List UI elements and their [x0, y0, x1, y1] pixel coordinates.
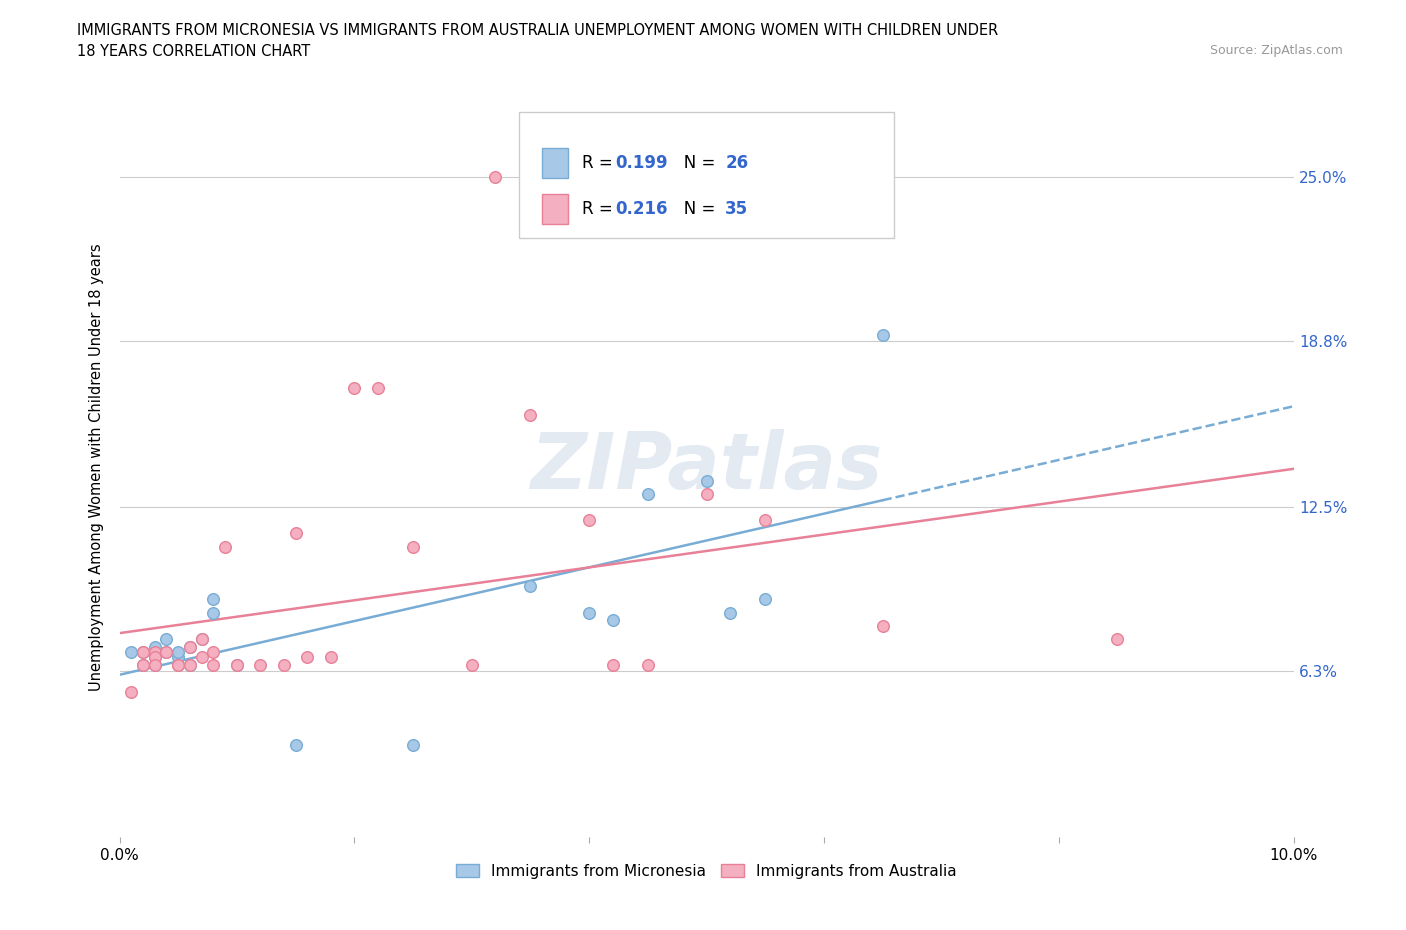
Point	[637, 486, 659, 501]
Text: Source: ZipAtlas.com: Source: ZipAtlas.com	[1209, 44, 1343, 57]
FancyBboxPatch shape	[543, 148, 568, 178]
Point	[602, 613, 624, 628]
Point	[249, 658, 271, 672]
Point	[202, 644, 225, 659]
Text: N =: N =	[668, 200, 720, 218]
FancyBboxPatch shape	[543, 194, 568, 223]
Point	[225, 658, 249, 672]
Point	[202, 591, 225, 606]
Point	[143, 644, 166, 659]
Point	[132, 658, 155, 672]
Text: R =: R =	[582, 200, 619, 218]
Point	[167, 658, 190, 672]
Point	[273, 658, 295, 672]
Point	[155, 644, 177, 659]
Point	[214, 539, 236, 554]
Text: N =: N =	[668, 154, 720, 172]
Point	[872, 328, 894, 343]
Point	[143, 658, 166, 672]
Point	[460, 658, 484, 672]
Point	[284, 525, 307, 540]
Point	[578, 605, 600, 620]
Point	[143, 658, 166, 672]
FancyBboxPatch shape	[519, 113, 894, 238]
Point	[190, 650, 212, 665]
Point	[696, 486, 718, 501]
Text: R =: R =	[582, 154, 619, 172]
Point	[155, 644, 177, 659]
Point	[132, 658, 155, 672]
Text: 26: 26	[725, 154, 748, 172]
Point	[190, 631, 212, 646]
Point	[179, 640, 201, 655]
Legend: Immigrants from Micronesia, Immigrants from Australia: Immigrants from Micronesia, Immigrants f…	[450, 857, 963, 884]
Point	[132, 644, 155, 659]
Point	[402, 737, 425, 752]
Point	[167, 644, 190, 659]
Point	[484, 169, 506, 184]
Point	[578, 512, 600, 527]
Point	[1107, 631, 1129, 646]
Point	[179, 658, 201, 672]
Point	[155, 631, 177, 646]
Text: 18 YEARS CORRELATION CHART: 18 YEARS CORRELATION CHART	[77, 44, 311, 59]
Text: 0.199: 0.199	[614, 154, 668, 172]
Point	[167, 658, 190, 672]
Point	[179, 658, 201, 672]
Point	[179, 640, 201, 655]
Point	[120, 644, 142, 659]
Point	[519, 407, 541, 422]
Point	[319, 650, 342, 665]
Point	[343, 380, 366, 395]
Text: IMMIGRANTS FROM MICRONESIA VS IMMIGRANTS FROM AUSTRALIA UNEMPLOYMENT AMONG WOMEN: IMMIGRANTS FROM MICRONESIA VS IMMIGRANTS…	[77, 23, 998, 38]
Point	[202, 605, 225, 620]
Text: 0.216: 0.216	[614, 200, 668, 218]
Point	[143, 640, 166, 655]
Point	[602, 658, 624, 672]
Point	[872, 618, 894, 633]
Point	[202, 658, 225, 672]
Text: ZIPatlas: ZIPatlas	[530, 430, 883, 505]
Point	[754, 512, 776, 527]
Point	[190, 631, 212, 646]
Point	[120, 684, 142, 699]
Y-axis label: Unemployment Among Women with Children Under 18 years: Unemployment Among Women with Children U…	[89, 244, 104, 691]
Point	[519, 578, 541, 593]
Point	[754, 591, 776, 606]
Point	[143, 650, 166, 665]
Point	[284, 737, 307, 752]
Point	[637, 658, 659, 672]
Point	[696, 473, 718, 488]
Point	[143, 650, 166, 665]
Point	[402, 539, 425, 554]
Text: 35: 35	[725, 200, 748, 218]
Point	[718, 605, 741, 620]
Point	[367, 380, 389, 395]
Point	[225, 658, 249, 672]
Point	[132, 644, 155, 659]
Point	[167, 650, 190, 665]
Point	[297, 650, 319, 665]
